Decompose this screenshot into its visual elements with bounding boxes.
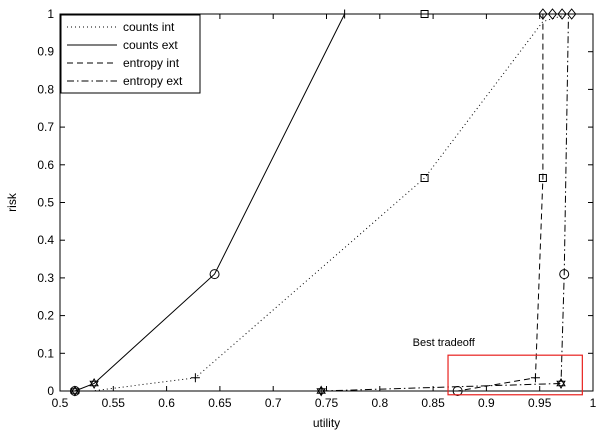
legend-box (60, 14, 201, 94)
series-lines (74, 13, 572, 392)
y-tick-label: 0.3 (37, 271, 54, 285)
data-marker-circle (452, 386, 463, 396)
legend-label: entropy int (123, 56, 180, 70)
legend: counts int counts ext entropy int entropy e… (60, 14, 201, 94)
data-markers (69, 8, 577, 397)
data-marker-circle (559, 269, 570, 280)
data-marker-diamond (547, 8, 558, 20)
x-tick-label: 0.75 (315, 396, 339, 410)
y-tick-label: 0.9 (37, 45, 54, 59)
data-marker-hexagram (89, 380, 99, 389)
data-marker-plus (530, 373, 540, 383)
x-tick-label: 0.8 (371, 396, 388, 410)
annotation-label: Best tradeoff (413, 337, 476, 349)
legend-label: counts int (123, 20, 175, 34)
data-marker-plus (190, 373, 200, 383)
legend-label: entropy ext (123, 74, 183, 88)
x-tick-label: 0.6 (158, 396, 175, 410)
data-marker-diamond (557, 8, 567, 20)
y-tick-label: 0.7 (37, 120, 54, 134)
data-marker-square (420, 173, 429, 182)
y-tick-label: 0.8 (37, 82, 54, 96)
x-tick-label: 0.5 (52, 396, 69, 410)
series-line-counts-ext (74, 13, 346, 392)
data-marker-hexagram (556, 377, 566, 387)
x-tick-label: 0.95 (528, 396, 552, 410)
data-marker-square (420, 10, 429, 18)
data-marker-diamond (538, 8, 548, 20)
data-marker-circle (209, 269, 220, 280)
y-tick-label: 0.2 (37, 309, 54, 323)
data-marker-hexagram (316, 385, 326, 394)
x-tick-label: 1 (590, 396, 597, 410)
x-tick-label: 0.85 (421, 396, 445, 410)
best-tradeoff-box (447, 354, 583, 396)
data-marker-hexagram (556, 380, 566, 389)
x-tick-label: 0.7 (265, 396, 282, 410)
data-marker-square (538, 173, 547, 182)
series-line-entropy-ext (74, 13, 572, 392)
series-line-entropy-int (74, 13, 556, 392)
x-axis-title: utility (313, 416, 340, 430)
data-marker-diamond (567, 8, 577, 20)
y-tick-label: 0.6 (37, 158, 54, 172)
y-tick-label: 0.4 (37, 233, 54, 247)
data-marker-hexagram (70, 385, 80, 394)
data-marker-hexagram (89, 377, 99, 387)
y-tick-label: 0.1 (37, 346, 54, 360)
x-tick-label: 0.65 (208, 396, 232, 410)
data-marker-hexagram (70, 388, 80, 397)
x-tick-label: 0.55 (102, 396, 126, 410)
data-marker-plus (340, 9, 350, 19)
annotations: Best tradeoff (413, 337, 583, 396)
legend-label: counts ext (123, 38, 178, 52)
y-tick-label: 0.5 (37, 196, 54, 210)
y-tick-label: 1 (47, 7, 54, 21)
x-tick-label: 0.9 (478, 396, 495, 410)
data-marker-hexagram (316, 388, 326, 397)
y-axis-title: risk (5, 192, 19, 212)
y-tick-label: 0 (47, 384, 54, 398)
